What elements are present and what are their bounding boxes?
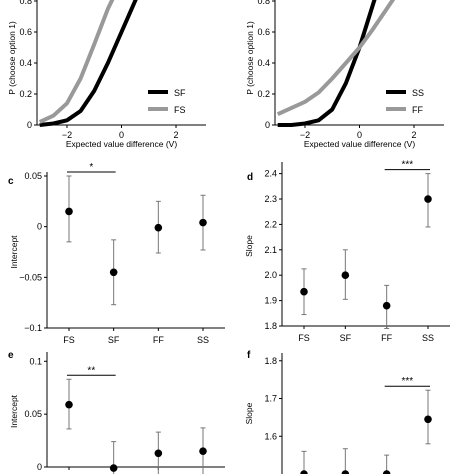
panel-label-e: e [8, 350, 14, 361]
data-point-ss [199, 218, 207, 227]
y-tick-label: 0.05 [24, 171, 42, 181]
data-point-ff [382, 470, 391, 474]
x-tick-label: 0 [357, 130, 362, 140]
y-axis-label-c: Intercept [9, 235, 19, 269]
significance-label: *** [401, 376, 413, 387]
x-axis-label-a: Expected value difference (V) [66, 139, 178, 149]
data-point-fs [300, 470, 308, 474]
data-point-ss [424, 195, 432, 203]
series-line-ss [277, 0, 377, 127]
data-point-ss [424, 415, 432, 424]
y-tick-label: 2.3 [264, 194, 277, 204]
y-tick-label: 0 [27, 120, 32, 130]
series-line-fs [38, 0, 115, 124]
y-axis-label-b: P (choose option 1) [245, 21, 255, 95]
x-tick-label: SS [197, 335, 209, 345]
panel-label-f: f [247, 350, 251, 361]
y-tick-label: 0.6 [257, 27, 270, 37]
y-tick-label: 0.1 [29, 356, 42, 366]
legend-label-sf: SF [174, 88, 186, 98]
data-point-ff [154, 223, 163, 232]
panel-label-c: c [8, 176, 14, 187]
x-tick-label: −2 [300, 130, 310, 140]
y-axis-label-d: Slope [244, 235, 254, 257]
data-point-sf [109, 464, 118, 472]
y-tick-label: 2.2 [264, 219, 277, 229]
legend-label-ff: FF [412, 105, 423, 115]
x-tick-label: SF [108, 335, 120, 345]
y-tick-label: 0.4 [19, 58, 32, 68]
x-tick-label: −2 [62, 130, 72, 140]
data-point-fs [65, 207, 73, 216]
data-point-sf [341, 271, 350, 280]
legend-label-ss: SS [412, 88, 424, 98]
y-tick-label: 2.0 [264, 270, 277, 280]
panel-label-d: d [247, 172, 253, 183]
y-axis-label-e: Intercept [9, 394, 19, 428]
y-tick-label: 0 [265, 120, 270, 130]
significance-label: * [89, 162, 93, 173]
y-tick-label: 1.8 [264, 321, 277, 331]
x-tick-label: FS [298, 333, 310, 343]
y-axis-label-a: P (choose option 1) [7, 21, 17, 95]
y-tick-label: 2.4 [264, 169, 277, 179]
x-tick-label: FF [381, 333, 392, 343]
x-tick-label: SF [340, 333, 352, 343]
y-tick-label: 0 [37, 462, 42, 472]
x-axis-label-b: Expected value difference (V) [304, 139, 416, 149]
data-point-sf [109, 268, 118, 277]
y-tick-label: 0.05 [24, 409, 42, 419]
x-tick-label: 0 [119, 130, 124, 140]
y-axis-label-f: Slope [244, 402, 254, 424]
y-tick-label: 0.8 [257, 0, 270, 6]
y-tick-label: 1.8 [264, 356, 277, 366]
y-tick-label: 1.9 [264, 296, 277, 306]
x-tick-label: SS [422, 333, 434, 343]
x-tick-label: 2 [174, 130, 179, 140]
data-point-ff [382, 301, 391, 310]
y-tick-label: 1.6 [264, 431, 277, 441]
y-tick-label: −0.05 [19, 272, 42, 282]
y-tick-label: 2.1 [264, 245, 277, 255]
y-tick-label: 0.8 [19, 0, 32, 6]
legend-label-fs: FS [174, 105, 186, 115]
x-tick-label: FS [63, 335, 75, 345]
y-tick-label: 0.4 [257, 58, 270, 68]
y-tick-label: −0.1 [24, 323, 42, 333]
y-tick-label: 0 [37, 222, 42, 232]
data-point-sf [341, 470, 350, 474]
significance-label: ** [87, 365, 95, 376]
y-tick-label: 0.2 [19, 89, 32, 99]
data-point-fs [300, 287, 308, 296]
y-tick-label: 0.6 [19, 27, 32, 37]
x-tick-label: FF [153, 335, 164, 345]
data-point-fs [65, 400, 73, 409]
significance-label: *** [401, 160, 413, 171]
data-point-ff [154, 449, 163, 458]
data-point-ss [199, 447, 207, 455]
series-line-sf [39, 0, 138, 127]
y-tick-label: 1.7 [264, 394, 277, 404]
series-line-ff [276, 0, 396, 117]
x-tick-label: 2 [412, 130, 417, 140]
y-tick-label: 0.2 [257, 89, 270, 99]
